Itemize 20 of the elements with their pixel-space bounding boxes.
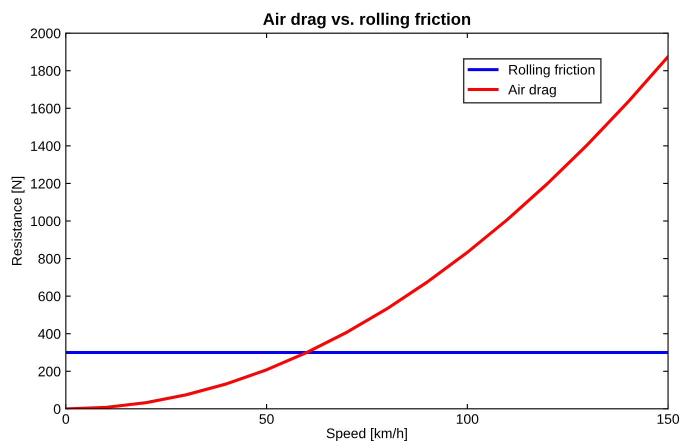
y-tick-label: 800 bbox=[38, 254, 60, 264]
legend-label: Air drag bbox=[508, 84, 556, 98]
x-axis-title: Speed [km/h] bbox=[326, 428, 407, 441]
x-tick-label: 0 bbox=[62, 414, 70, 424]
legend-label: Rolling friction bbox=[509, 64, 594, 78]
y-tick-label: 1000 bbox=[31, 216, 60, 226]
y-tick-label: 1400 bbox=[31, 141, 60, 152]
y-tick-label: 200 bbox=[38, 366, 60, 376]
y-tick-label: 600 bbox=[38, 291, 60, 302]
y-tick-label: 0 bbox=[54, 404, 60, 414]
y-axis-title: Resistance [N] bbox=[12, 176, 25, 266]
chart-title: Air drag vs. rolling friction bbox=[263, 12, 470, 28]
y-tick-label: 1600 bbox=[31, 104, 60, 114]
x-tick-label: 50 bbox=[259, 414, 274, 424]
y-tick-label: 1200 bbox=[31, 178, 60, 189]
y-tick-label: 400 bbox=[38, 329, 60, 339]
y-tick-label: 1800 bbox=[31, 66, 60, 76]
x-tick-label: 100 bbox=[456, 414, 478, 424]
x-tick-label: 150 bbox=[658, 414, 680, 424]
y-tick-label: 2000 bbox=[30, 28, 60, 38]
